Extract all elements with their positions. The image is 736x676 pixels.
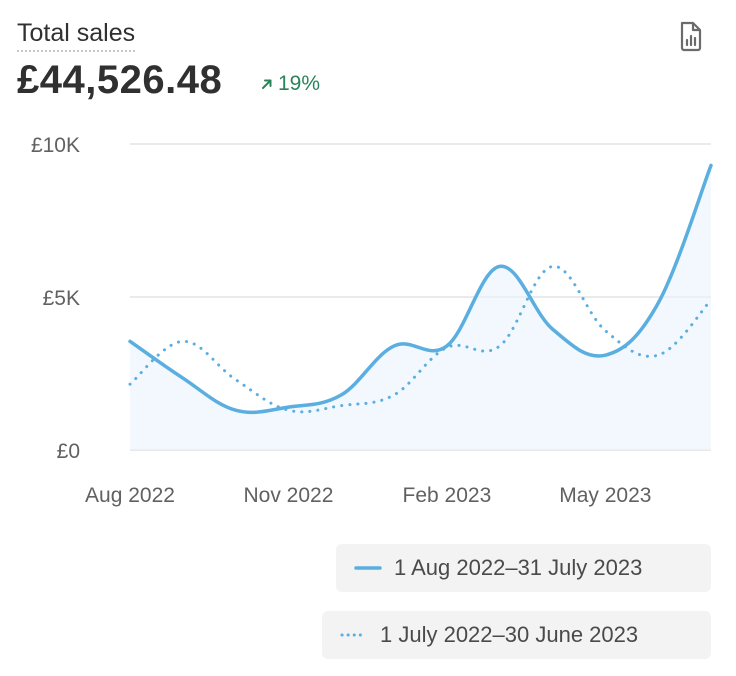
legend-label-current: 1 Aug 2022–31 July 2023	[394, 555, 643, 580]
change-badge: 19%	[260, 72, 320, 96]
solid-line-swatch-icon	[354, 566, 382, 570]
x-tick-label: Nov 2022	[244, 484, 334, 507]
report-document-icon[interactable]	[676, 20, 706, 52]
x-tick-label: Feb 2023	[403, 484, 492, 507]
arrow-up-right-icon	[260, 77, 274, 91]
series-line-current	[128, 163, 713, 415]
series-area	[130, 165, 711, 451]
x-tick-label: May 2023	[559, 484, 651, 507]
legend-item-current[interactable]: 1 Aug 2022–31 July 2023	[336, 544, 711, 592]
total-sales-value: £44,526.48	[17, 58, 223, 102]
y-tick-label: £0	[57, 440, 80, 463]
y-tick-label: £10K	[31, 134, 80, 157]
legend-item-previous[interactable]: 1 July 2022–30 June 2023	[322, 611, 711, 659]
y-tick-label: £5K	[43, 287, 80, 310]
chart-title[interactable]: Total sales	[17, 19, 136, 52]
change-percent: 19%	[278, 72, 321, 95]
x-tick-label: Aug 2022	[85, 484, 175, 507]
series-line-previous	[128, 264, 713, 414]
legend-label-previous: 1 July 2022–30 June 2023	[380, 622, 639, 647]
dotted-line-swatch-icon	[340, 633, 368, 637]
